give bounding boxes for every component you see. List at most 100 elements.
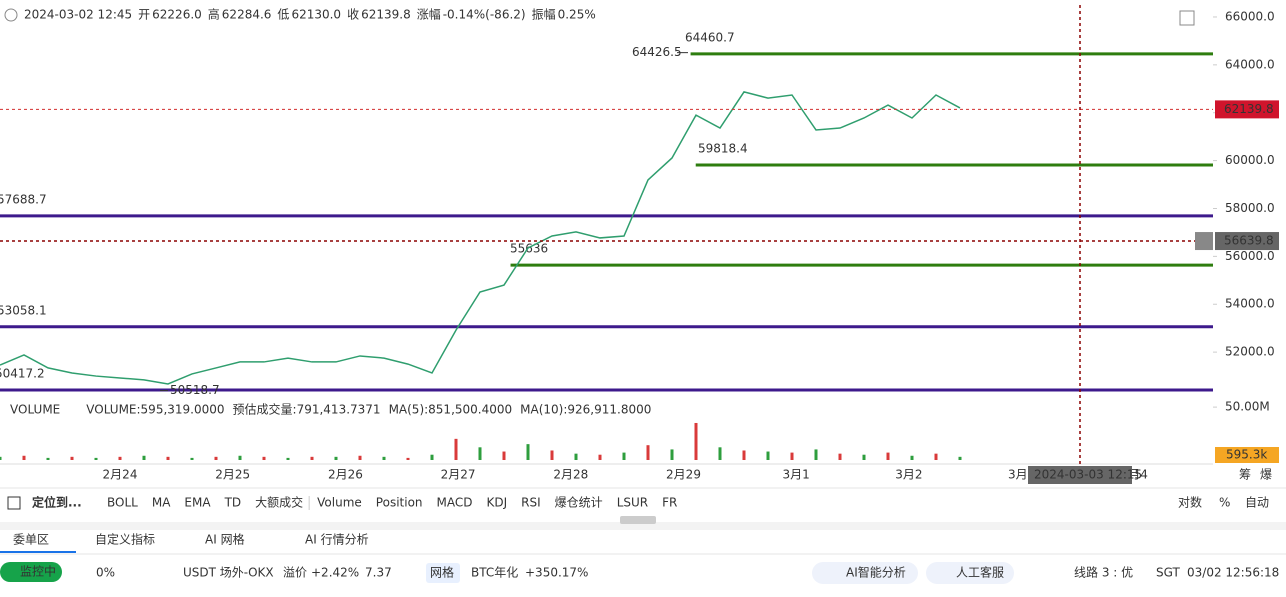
header-value: 0.25%	[558, 8, 596, 22]
monitor-badge[interactable]	[0, 562, 62, 582]
volume-bar	[454, 438, 458, 460]
ai-button-bg[interactable]	[812, 562, 918, 584]
btc-label: BTC年化	[471, 566, 518, 580]
volume-bar	[142, 455, 146, 460]
volume-bar	[934, 453, 938, 460]
volume-bar	[502, 451, 506, 460]
indicator-button[interactable]: EMA	[184, 496, 211, 510]
indicator-button[interactable]: KDJ	[487, 496, 508, 510]
premium-label: 溢价	[283, 566, 307, 580]
volume-bar	[886, 452, 890, 460]
indicator-button[interactable]: Volume	[317, 496, 362, 510]
volume-bar	[814, 449, 818, 460]
corner-button[interactable]: 爆	[1260, 468, 1272, 482]
level-label: 57688.7	[0, 192, 47, 206]
vol-tick-label: 50.00M	[1225, 400, 1270, 414]
splitter-handle[interactable]	[620, 516, 656, 524]
x-tick-label: 2月29	[666, 468, 701, 482]
volume-bar	[118, 456, 122, 460]
volume-bar	[694, 422, 698, 460]
indicator-button[interactable]: 大额成交	[255, 495, 303, 510]
header-value: 62226.0	[152, 8, 202, 22]
timezone: SGT	[1156, 566, 1180, 580]
volume-bar	[310, 456, 314, 460]
volume-bar	[526, 444, 530, 460]
volume-bar	[358, 455, 362, 460]
price-line	[0, 91, 961, 385]
tab[interactable]: 自定义指标	[95, 532, 155, 547]
locate-button[interactable]: 定位到...	[32, 495, 82, 510]
header-value: 62130.0	[291, 8, 341, 22]
level-label: 53058.1	[0, 303, 47, 317]
volume-bar	[622, 452, 626, 460]
indicator-button[interactable]: BOLL	[107, 496, 138, 510]
header-value: 62284.6	[222, 8, 272, 22]
volume-bar	[718, 447, 722, 460]
crosshair-time-box	[1028, 466, 1132, 484]
header-label: 开	[138, 8, 150, 22]
percent: 0%	[96, 566, 115, 580]
scale-option[interactable]: %	[1219, 496, 1230, 510]
indicator-button[interactable]: TD	[224, 496, 242, 510]
volume-bar	[262, 456, 266, 460]
last-price-label: 62139.8	[1224, 102, 1274, 116]
volume-bar	[838, 453, 842, 460]
indicator-button[interactable]: MACD	[437, 496, 473, 510]
tab[interactable]: AI 网格	[205, 532, 245, 547]
volume-bar	[670, 449, 674, 460]
splitter[interactable]	[0, 522, 1286, 530]
volume-bar	[0, 456, 2, 460]
vol-stat: MA(5):851,500.4000	[389, 403, 513, 417]
indicator-button[interactable]: 爆仓统计	[555, 496, 603, 510]
fullscreen-icon[interactable]	[1179, 10, 1195, 26]
corner-button[interactable]: 筹	[1239, 468, 1251, 482]
service-button-bg[interactable]	[926, 562, 1014, 584]
indicator-button[interactable]: RSI	[521, 496, 541, 510]
level-label: 50417.2	[0, 367, 45, 381]
rate: 7.37	[365, 566, 392, 580]
y-tick-label: 56000.0	[1225, 249, 1275, 263]
monitor-label[interactable]: 监控中	[20, 564, 56, 579]
header-label: 振幅	[532, 7, 556, 22]
x-tick-label: 2月25	[215, 468, 250, 482]
scale-option[interactable]: 自动	[1245, 496, 1269, 510]
volume-bar	[910, 455, 914, 460]
x-tick-label: 2月28	[553, 468, 588, 482]
y-tick-label: 54000.0	[1225, 297, 1275, 311]
volume-bar	[286, 457, 290, 460]
volume-bar	[766, 451, 770, 460]
header-label: 涨幅	[417, 7, 441, 22]
volume-bar	[958, 456, 962, 460]
grid-badge[interactable]	[426, 563, 460, 583]
indicator-button[interactable]: Position	[376, 496, 423, 510]
service-button[interactable]: 人工客服	[956, 565, 1004, 580]
y-tick-label: 60000.0	[1225, 153, 1275, 167]
header-label: 收	[347, 8, 359, 22]
volume-bar	[742, 450, 746, 460]
volume-bar	[70, 456, 74, 460]
volume-bar	[238, 455, 242, 460]
indicator-button[interactable]: MA	[152, 496, 171, 510]
grid-badge-label[interactable]: 网格	[430, 565, 454, 580]
tab[interactable]: AI 行情分析	[305, 533, 369, 547]
clock: 03/02 12:56:18	[1187, 566, 1279, 580]
ai-button[interactable]: AI智能分析	[846, 565, 906, 580]
x-tick-label: 3月1	[783, 468, 810, 482]
header-value: 62139.8	[361, 8, 411, 22]
volume-bar	[190, 457, 194, 460]
crosshair-add-btn[interactable]	[1195, 232, 1213, 251]
collapse-icon[interactable]	[4, 8, 18, 22]
tab[interactable]: 委单区	[13, 533, 49, 547]
scale-option[interactable]: 对数	[1178, 495, 1202, 510]
x-tick-label: 2月24	[103, 468, 138, 482]
x-tick-label: 2月26	[328, 468, 363, 482]
vol-last-label: 595.3k	[1226, 448, 1267, 462]
y-tick-label: 66000.0	[1225, 9, 1275, 23]
indicator-button[interactable]: LSUR	[617, 496, 648, 510]
route: 线路 3 : 优	[1074, 565, 1133, 580]
indicator-button[interactable]: FR	[662, 496, 677, 510]
volume-bar	[574, 453, 578, 460]
low-marker: 50518.7	[170, 383, 220, 397]
vol-title: VOLUME	[10, 403, 60, 417]
